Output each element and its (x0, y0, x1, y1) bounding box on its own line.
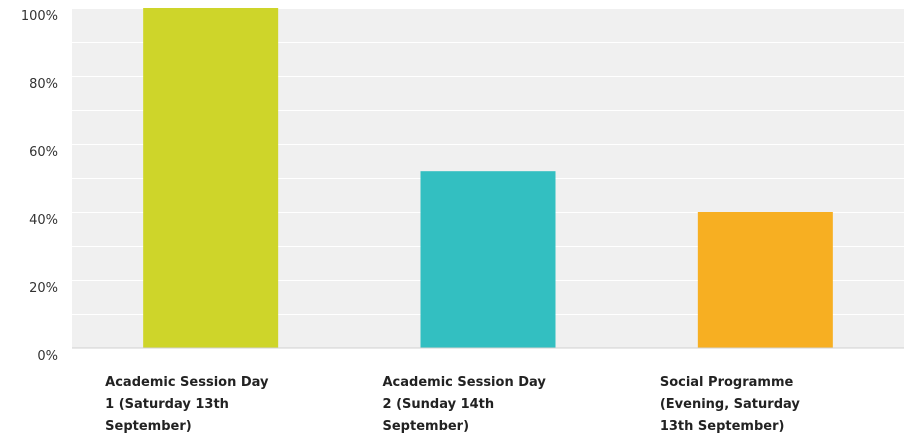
y-axis-ticks: 0% 20% 40% 60% 80% 100% (21, 9, 58, 364)
x-category-label: September) (383, 419, 470, 434)
x-category-label: (Evening, Saturday (660, 397, 801, 412)
y-tick-label: 80% (29, 77, 58, 92)
bar-2 (420, 171, 556, 348)
x-axis-labels: Academic Session Day 1 (Saturday 13th Sept… (105, 375, 800, 434)
x-category-label: 2 (Sunday 14th (383, 397, 495, 412)
y-tick-label: 100% (21, 9, 58, 24)
x-category-label: 1 (Saturday 13th (105, 397, 229, 412)
x-category-label: Social Programme (660, 375, 794, 390)
bars (143, 8, 833, 348)
x-category-label: Academic Session Day (105, 375, 269, 390)
x-category-label: September) (105, 419, 192, 434)
bar-3 (697, 212, 833, 348)
y-tick-label: 60% (29, 145, 58, 160)
y-tick-label: 20% (29, 281, 58, 296)
x-category-label: Academic Session Day (383, 375, 547, 390)
x-category-label: 13th September) (660, 419, 785, 434)
y-tick-label: 0% (37, 349, 58, 364)
bar-1 (143, 8, 279, 348)
y-tick-label: 40% (29, 213, 58, 228)
